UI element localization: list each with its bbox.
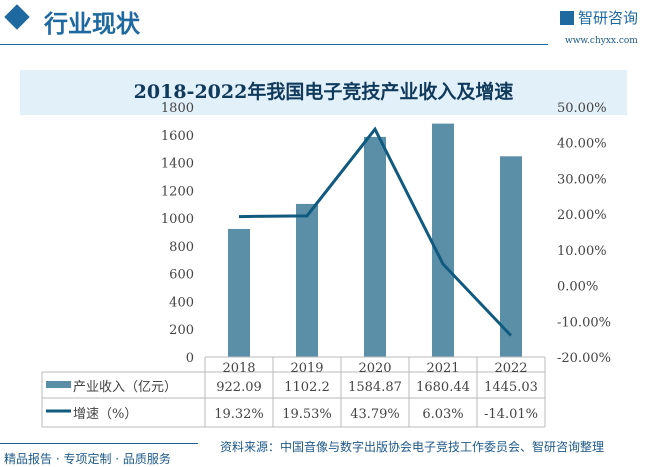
- right-axis-tick: 50.00%: [557, 101, 607, 116]
- right-axis-tick: 10.00%: [557, 244, 607, 259]
- footer-slogan: 精品报告 · 专项定制 · 品质服务: [4, 452, 171, 466]
- left-axis-tick: 800: [169, 240, 194, 255]
- line-data-label: 19.32%: [214, 407, 264, 422]
- bar-data-label: 1445.03: [484, 380, 538, 395]
- left-axis-tick: 400: [169, 295, 194, 310]
- category-label: 2018: [222, 361, 255, 376]
- right-axis-tick: 40.00%: [557, 137, 607, 152]
- bar-data-label: 1584.87: [348, 380, 402, 395]
- right-axis-tick: 20.00%: [557, 208, 607, 223]
- bar: [432, 123, 454, 357]
- line-data-label: 19.53%: [282, 407, 332, 422]
- bar: [364, 136, 386, 357]
- bar: [228, 228, 250, 357]
- right-axis-tick: -10.00%: [557, 315, 611, 330]
- category-label: 2020: [358, 361, 391, 376]
- bar-data-label: 1102.2: [284, 380, 330, 395]
- site-url: www.chyxx.com: [565, 36, 638, 46]
- left-axis-tick: 1000: [161, 212, 194, 227]
- right-axis-tick: -20.00%: [557, 351, 611, 366]
- left-axis-tick: 0: [186, 351, 194, 366]
- line-data-label: -14.01%: [484, 407, 538, 422]
- logo-icon: [560, 11, 574, 25]
- legend-bar-swatch: [46, 381, 71, 388]
- line-data-label: 43.79%: [350, 407, 400, 422]
- bar-data-label: 922.09: [216, 380, 262, 395]
- bar-data-label: 1680.44: [416, 380, 470, 395]
- header-divider: [0, 44, 548, 45]
- right-axis-tick: 30.00%: [557, 172, 607, 187]
- chart-title: 2018-2022年我国电子竞技产业收入及增速: [20, 70, 627, 115]
- legend-line-label: 增速（%）: [73, 407, 137, 422]
- brand-logo: 智研咨询: [560, 7, 638, 28]
- right-axis-tick: 0.00%: [557, 280, 598, 295]
- left-axis-tick: 1600: [161, 129, 194, 144]
- bar: [296, 203, 318, 357]
- data-source: 资料来源：中国音像与数字出版协会电子竞技工作委员会、智研咨询整理: [220, 440, 605, 454]
- legend-bar-label: 产业收入（亿元）: [73, 380, 177, 395]
- left-axis-tick: 600: [169, 268, 194, 283]
- growth-line: [238, 126, 513, 337]
- left-axis-tick: 200: [169, 323, 194, 338]
- left-axis-tick: 1400: [161, 157, 194, 172]
- line-data-label: 6.03%: [422, 407, 463, 422]
- category-label: 2019: [290, 361, 323, 376]
- category-label: 2021: [426, 361, 459, 376]
- footer-divider: [0, 443, 198, 444]
- left-axis-tick: 1800: [161, 101, 194, 116]
- left-axis-tick: 1200: [161, 184, 194, 199]
- bar: [500, 156, 522, 357]
- category-label: 2022: [494, 361, 527, 376]
- logo-text: 智研咨询: [578, 9, 639, 27]
- section-title: 行业现状: [44, 10, 140, 38]
